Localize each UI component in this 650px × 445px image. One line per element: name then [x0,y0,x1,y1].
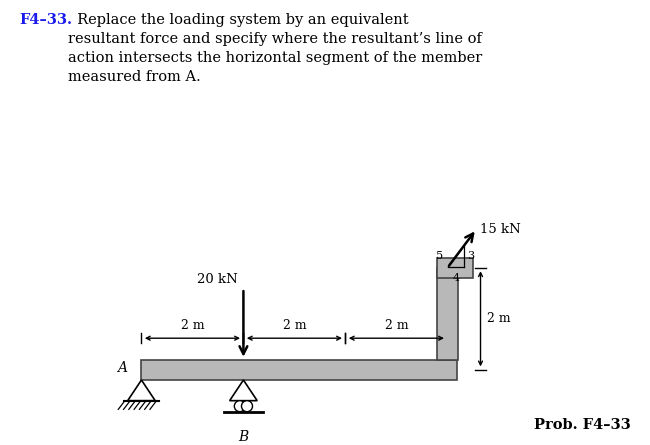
Text: 3: 3 [467,251,474,261]
Text: 20 kN: 20 kN [196,273,237,286]
Text: Replace the loading system by an equivalent
resultant force and specify where th: Replace the loading system by an equival… [68,13,482,84]
Text: F4–33.: F4–33. [20,13,73,27]
Text: 2 m: 2 m [181,319,204,332]
Text: 2 m: 2 m [283,319,306,332]
Circle shape [242,400,252,412]
Text: 2 m: 2 m [385,319,408,332]
Polygon shape [127,380,155,400]
Text: A: A [117,361,127,375]
Polygon shape [437,258,473,278]
Text: 2 m: 2 m [487,312,511,325]
Text: B: B [239,430,248,445]
Circle shape [235,400,245,412]
Polygon shape [229,380,257,400]
Text: 5: 5 [436,251,443,261]
Polygon shape [437,268,458,360]
Text: 4: 4 [453,273,460,283]
Text: 15 kN: 15 kN [480,222,521,235]
Polygon shape [142,360,456,380]
Text: Prob. F4–33: Prob. F4–33 [534,418,630,432]
